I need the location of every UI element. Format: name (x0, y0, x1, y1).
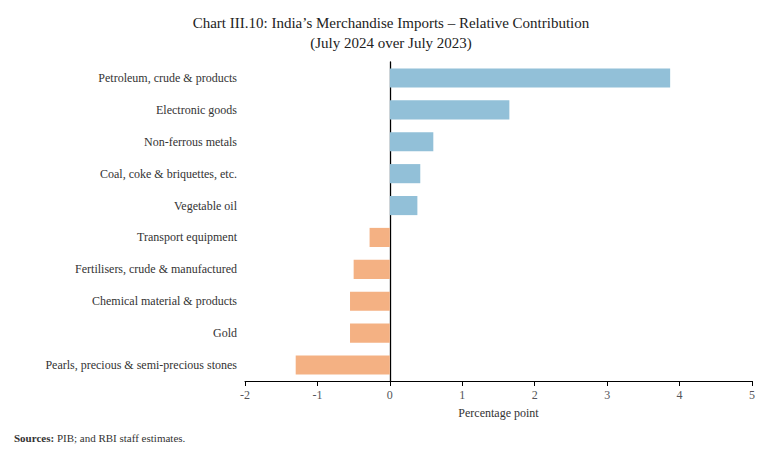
svg-text:Sources:: Sources: (14, 432, 54, 444)
svg-text:Petroleum, crude & products: Petroleum, crude & products (98, 71, 237, 85)
svg-text:Pearls, precious & semi-precio: Pearls, precious & semi-precious stones (45, 358, 237, 372)
svg-text:3: 3 (604, 388, 610, 402)
svg-text:2: 2 (532, 388, 538, 402)
svg-text:Vegetable oil: Vegetable oil (174, 199, 238, 213)
svg-text:Non-ferrous metals: Non-ferrous metals (144, 135, 237, 149)
svg-text:(July 2024 over July 2023): (July 2024 over July 2023) (310, 35, 472, 52)
svg-text:-2: -2 (240, 388, 250, 402)
svg-text:5: 5 (749, 388, 755, 402)
svg-text:0: 0 (387, 388, 393, 402)
svg-text:Fertilisers, crude & manufactu: Fertilisers, crude & manufactured (75, 262, 237, 276)
svg-text:Coal, coke & briquettes, etc.: Coal, coke & briquettes, etc. (100, 167, 237, 181)
svg-text:4: 4 (677, 388, 683, 402)
svg-text:Electronic goods: Electronic goods (156, 103, 237, 117)
svg-text:-1: -1 (312, 388, 322, 402)
svg-text:Chart III.10: India’s Merchand: Chart III.10: India’s Merchandise Import… (193, 15, 590, 31)
svg-text:PIB; and RBI staff estimates.: PIB; and RBI staff estimates. (57, 432, 186, 444)
svg-text:Chemical material & products: Chemical material & products (92, 294, 237, 308)
svg-text:Transport equipment: Transport equipment (137, 230, 238, 244)
svg-text:Percentage point: Percentage point (458, 406, 539, 420)
svg-text:Gold: Gold (213, 326, 237, 340)
svg-text:1: 1 (459, 388, 465, 402)
